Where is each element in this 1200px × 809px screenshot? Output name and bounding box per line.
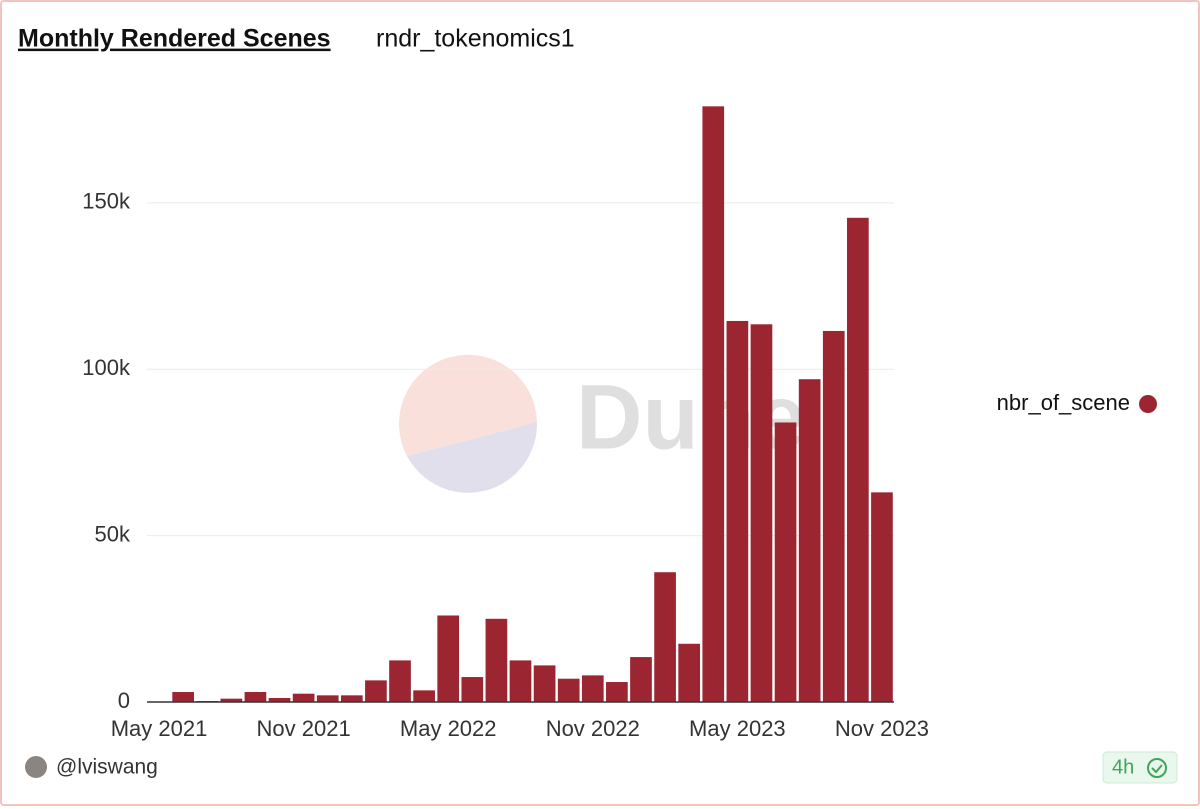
watermark-logo-top [399, 354, 537, 456]
author[interactable]: @lviswang [56, 756, 158, 779]
freshness: 4h [1112, 756, 1134, 778]
bar [437, 615, 460, 702]
bar [389, 660, 411, 702]
bar [581, 675, 604, 702]
bar [654, 572, 676, 702]
bar [316, 695, 339, 702]
bar [509, 660, 532, 702]
bar [726, 320, 749, 702]
bar [292, 693, 315, 702]
bar [172, 692, 194, 702]
legend-label: nbr_of_scene [997, 390, 1130, 415]
bar [268, 698, 291, 702]
bar [774, 422, 797, 702]
x-tick-label: May 2021 [111, 716, 208, 741]
check-mark [1151, 764, 1163, 774]
bar [244, 692, 267, 702]
bar [220, 698, 243, 702]
bar [557, 678, 580, 702]
watermark-logo-bottom [407, 422, 538, 493]
bar [871, 492, 893, 702]
y-tick-label: 150k [82, 189, 131, 214]
avatar[interactable] [25, 756, 47, 778]
bar [798, 379, 821, 702]
chart-title[interactable]: Monthly Rendered Scenes [18, 25, 331, 53]
check-icon [1147, 758, 1167, 778]
y-tick-label: 0 [118, 688, 130, 713]
bar [461, 677, 484, 702]
bar [533, 665, 556, 702]
x-tick-label: Nov 2022 [546, 716, 640, 741]
x-tick-label: May 2023 [689, 716, 786, 741]
x-tick-label: May 2022 [400, 716, 497, 741]
bar [485, 618, 508, 702]
bar [365, 680, 387, 702]
y-tick-label: 50k [95, 521, 131, 546]
x-tick-label: Nov 2021 [257, 716, 351, 741]
bar [678, 643, 701, 702]
bar [606, 682, 628, 702]
bar [630, 657, 652, 702]
x-tick-label: Nov 2023 [835, 716, 929, 741]
bar [822, 330, 845, 702]
bar [750, 324, 773, 702]
y-tick-label: 100k [82, 355, 131, 380]
bar [847, 217, 869, 702]
bar [702, 106, 725, 703]
bar [413, 690, 435, 702]
chart-subtitle: rndr_tokenomics1 [376, 25, 575, 53]
legend-swatch [1139, 395, 1157, 413]
bar [340, 695, 363, 702]
